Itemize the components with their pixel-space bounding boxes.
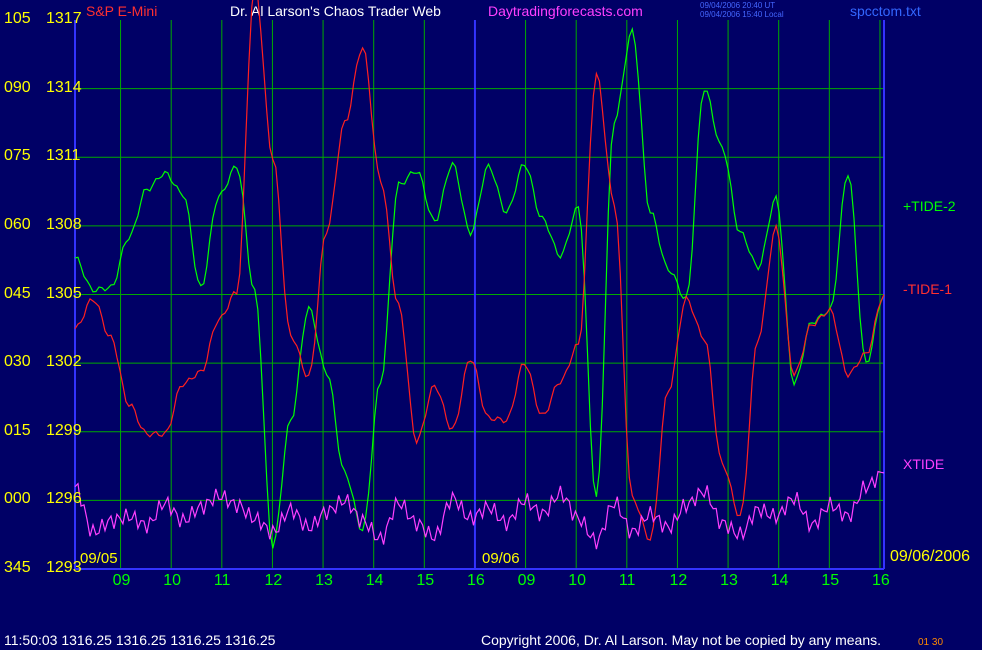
x-tick-label: 12 xyxy=(669,572,688,589)
chart-grid xyxy=(75,20,884,569)
y-label-left: 060 xyxy=(4,215,31,233)
chart-series xyxy=(74,0,885,550)
end-date-label: 09/06/2006 xyxy=(890,548,971,565)
y-label-right: 1296 xyxy=(46,490,82,508)
x-tick-label: 14 xyxy=(770,572,789,589)
y-label-left: 015 xyxy=(4,421,31,439)
x-tick-label: 10 xyxy=(163,572,181,589)
x-tick-label: 11 xyxy=(213,572,231,589)
y-label-left: 345 xyxy=(4,559,31,576)
y-label-left: 090 xyxy=(4,78,31,96)
mid-date-label: 09/06 xyxy=(482,550,520,567)
corner-mark: 01 30 xyxy=(918,637,944,648)
y-label-left: 045 xyxy=(4,284,31,302)
tide1-label: -TIDE-1 xyxy=(903,281,952,297)
y-label-right: 1314 xyxy=(46,78,82,96)
instrument-title: S&P E-Mini xyxy=(86,3,158,19)
xtide-label: XTIDE xyxy=(903,456,945,472)
author-title: Dr. Al Larson's Chaos Trader Web xyxy=(230,3,441,19)
y-label-right: 1308 xyxy=(46,215,82,233)
quote-readout: 11:50:03 1316.25 1316.25 1316.25 1316.25 xyxy=(4,632,276,648)
data-file-name: spcctom.txt xyxy=(850,3,921,19)
x-tick-label: 09 xyxy=(112,572,131,589)
x-tick-label: 10 xyxy=(568,572,586,589)
x-tick-label: 15 xyxy=(416,572,435,589)
x-tick-label: 12 xyxy=(264,572,283,589)
x-tick-label: 14 xyxy=(365,572,384,589)
y-label-right: 1302 xyxy=(46,353,82,371)
start-date-label: 09/05 xyxy=(80,550,118,567)
timestamp-local: 09/04/2006 15:40 Local xyxy=(700,10,784,19)
x-tick-label: 15 xyxy=(821,572,840,589)
x-tick-label: 09 xyxy=(517,572,536,589)
tide1-line xyxy=(74,0,885,541)
y-label-left: 000 xyxy=(4,490,31,508)
y-label-right: 1317 xyxy=(46,10,82,27)
y-label-right: 1293 xyxy=(46,559,82,576)
xtide-line xyxy=(74,470,885,550)
site-link[interactable]: Daytradingforecasts.com xyxy=(488,3,643,19)
tide2-label: +TIDE-2 xyxy=(903,198,956,214)
y-label-right: 1299 xyxy=(46,421,82,439)
y-label-right: 1311 xyxy=(46,147,81,165)
y-label-left: 105 xyxy=(4,10,31,27)
tide2-line xyxy=(74,26,885,549)
x-tick-label: 13 xyxy=(720,572,738,589)
y-label-left: 030 xyxy=(4,353,31,371)
x-tick-label: 16 xyxy=(871,572,890,589)
x-tick-label: 16 xyxy=(466,572,485,589)
x-tick-label: 13 xyxy=(315,572,333,589)
copyright-notice: Copyright 2006, Dr. Al Larson. May not b… xyxy=(481,632,882,648)
timestamp-ut: 09/04/2006 20:40 UT xyxy=(700,1,776,10)
y-label-right: 1305 xyxy=(46,284,82,302)
x-tick-label: 11 xyxy=(618,572,636,589)
y-label-left: 075 xyxy=(4,147,31,165)
